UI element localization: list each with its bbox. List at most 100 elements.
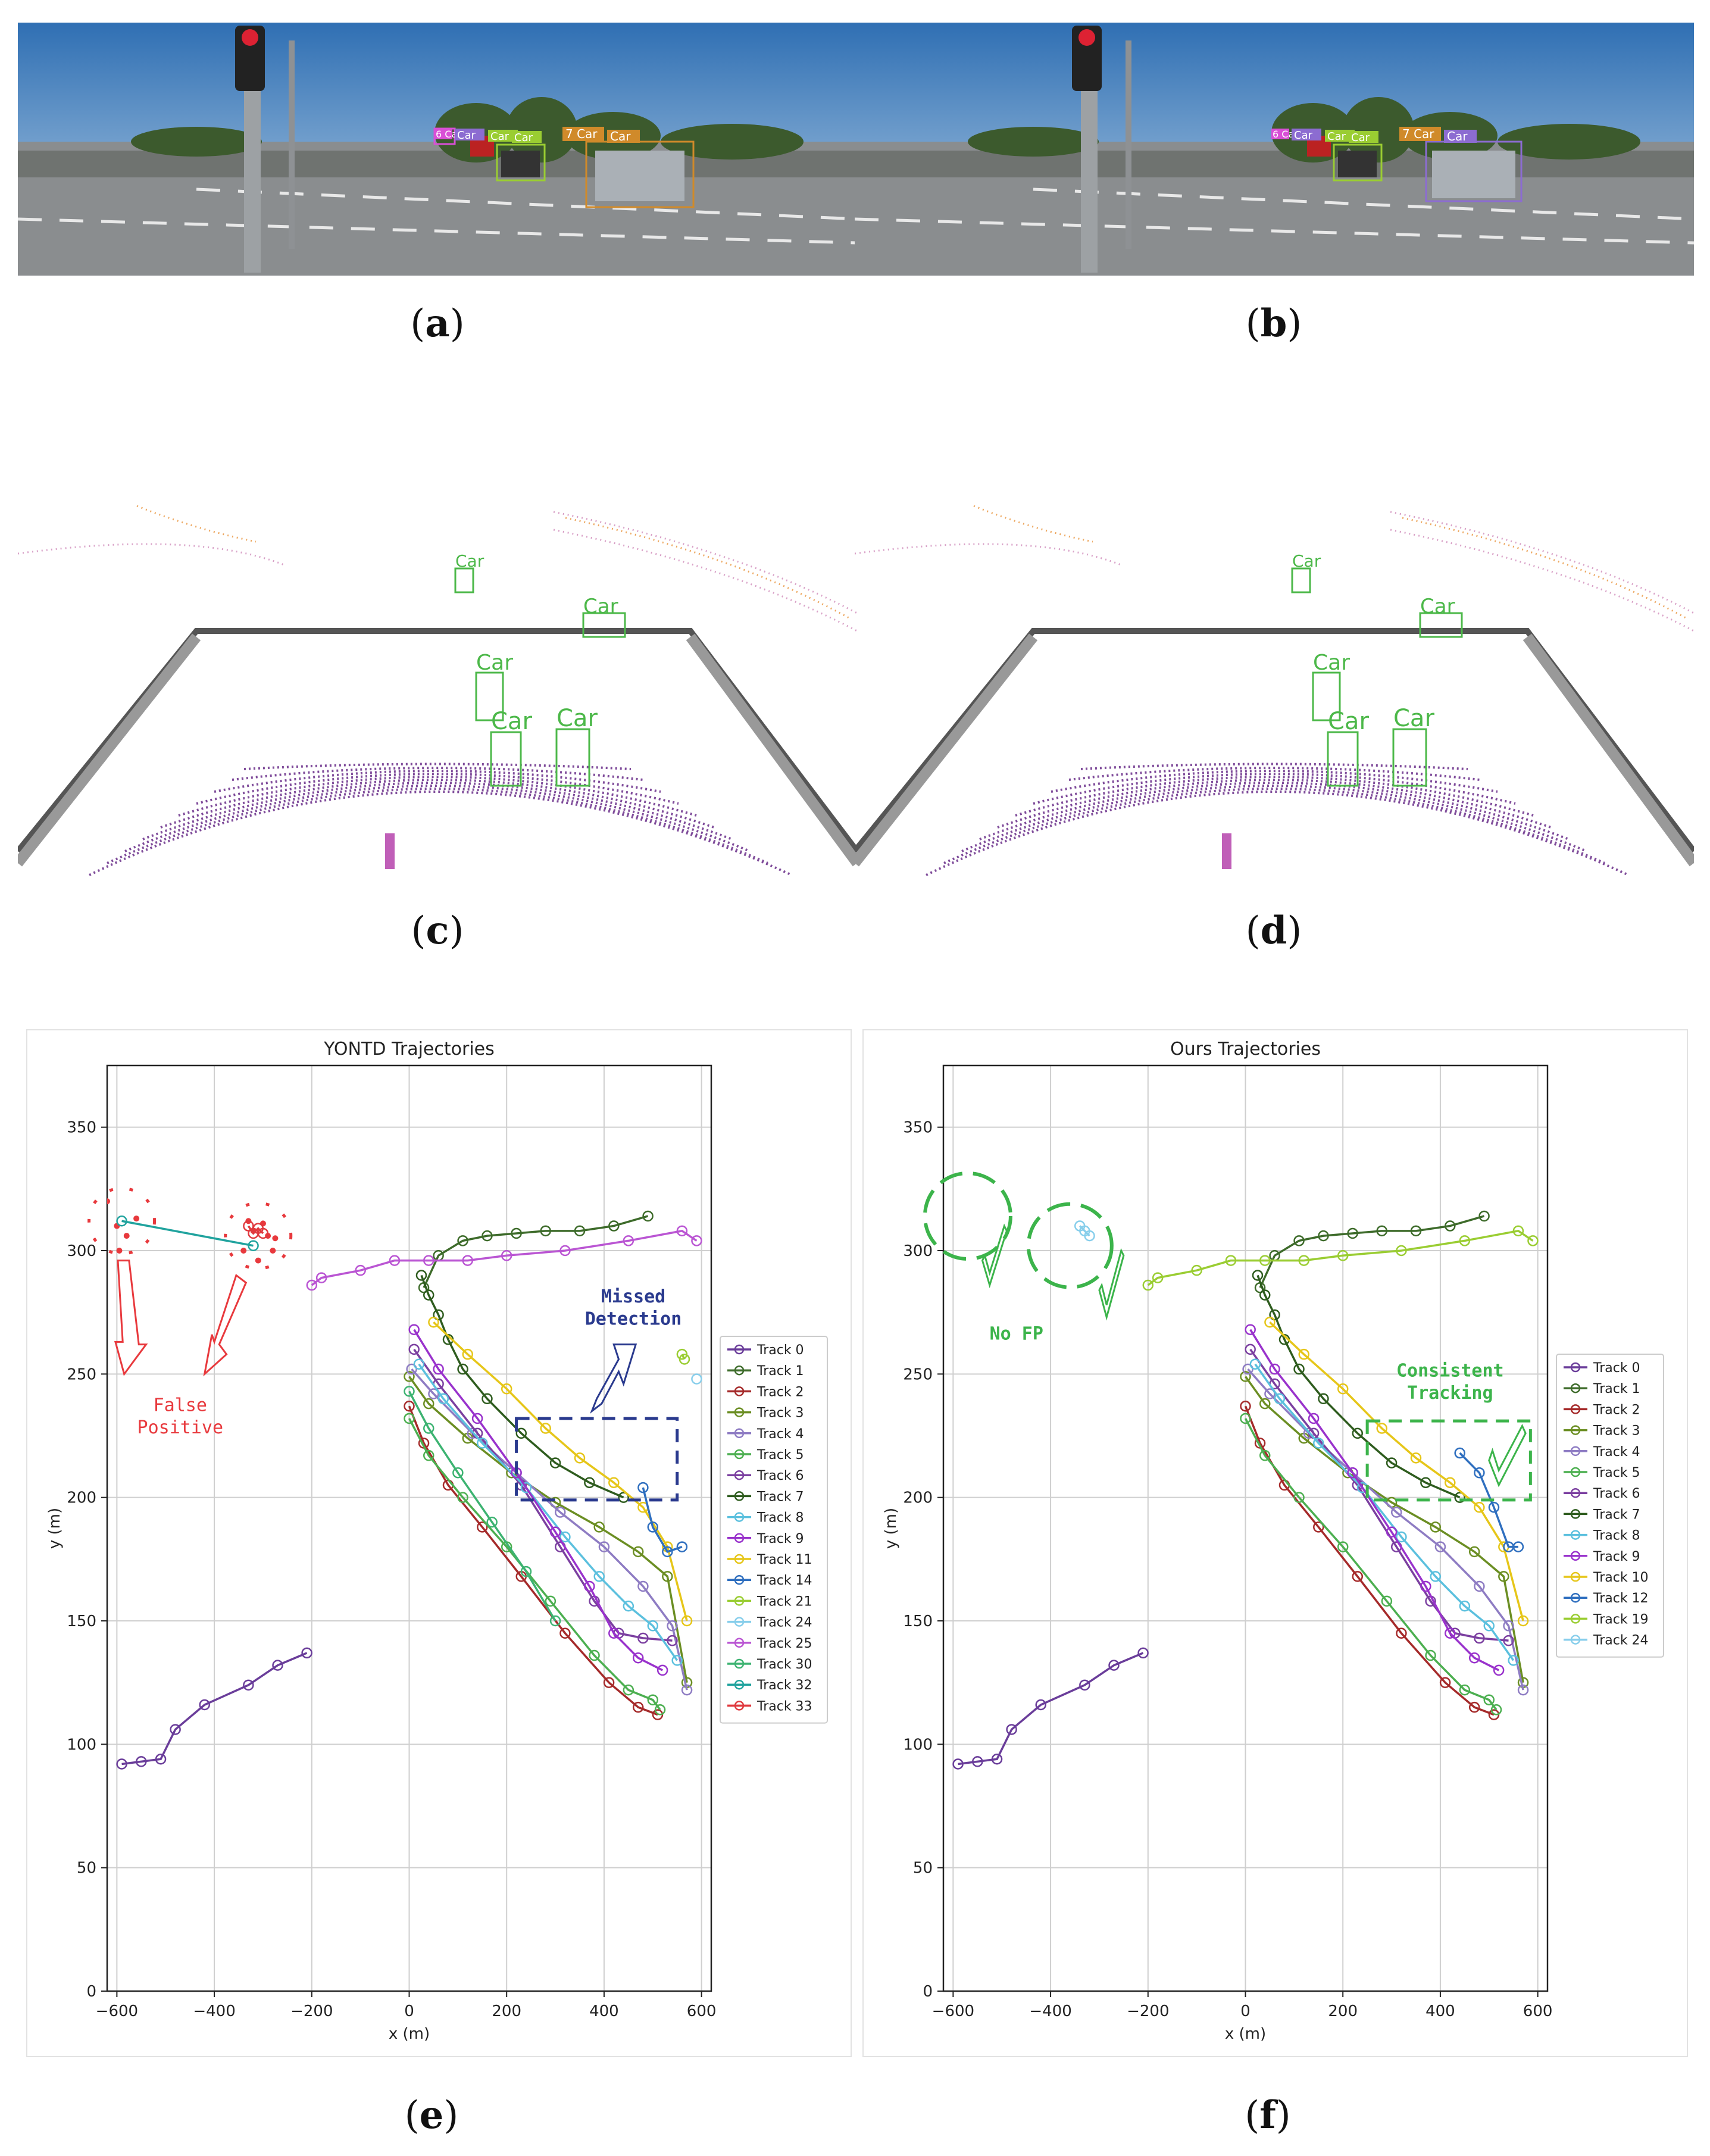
data-point (477, 1438, 488, 1449)
data-point (1459, 1684, 1471, 1696)
data-point (1445, 1220, 1456, 1232)
data-point (428, 1388, 439, 1399)
legend-label: Track 0 (1593, 1361, 1640, 1376)
data-point (1313, 1438, 1324, 1449)
annotation-text: Consistent (1396, 1360, 1504, 1381)
data-point (428, 1317, 439, 1328)
legend-marker (734, 1407, 745, 1417)
detection-boxes-a: 6 Car Car Car Car 7 Car Car (433, 127, 695, 208)
series-line (1245, 1376, 1524, 1683)
legend-marker (734, 1554, 745, 1564)
legend-marker (1570, 1467, 1581, 1477)
data-point (136, 1756, 147, 1767)
data-point (423, 1255, 434, 1266)
legend-label: Track 1 (756, 1364, 804, 1379)
legend-marker (734, 1386, 745, 1396)
data-point (155, 1753, 167, 1765)
data-point (1252, 1270, 1264, 1281)
legend-label: Track 30 (756, 1657, 812, 1672)
data-point (355, 1264, 366, 1276)
lidar-label: Car (1313, 651, 1350, 675)
plot-area (106, 1064, 712, 1992)
data-point (1242, 1363, 1253, 1375)
caption-a: (a) (410, 301, 465, 346)
data-point (477, 1521, 488, 1533)
data-point (1137, 1647, 1149, 1659)
legend-label: Track 24 (756, 1616, 812, 1630)
data-point (1410, 1225, 1422, 1237)
data-point (1249, 1358, 1261, 1370)
x-tick-label: −400 (1029, 2002, 1071, 2020)
data-point (1347, 1467, 1358, 1479)
data-point (676, 1541, 688, 1552)
data-point (618, 1492, 629, 1503)
fp-circle (87, 1186, 157, 1255)
lidar-label: Car (476, 651, 513, 675)
legend-marker (734, 1365, 745, 1376)
data-point (1468, 1701, 1480, 1713)
data-point (671, 1655, 683, 1666)
data-point (1517, 1684, 1529, 1696)
legend-label: Track 6 (756, 1468, 804, 1483)
data-point (248, 1240, 259, 1251)
data-point (1035, 1699, 1046, 1711)
data-point (1527, 1235, 1539, 1246)
box-label: Car (1294, 129, 1313, 142)
legend-label: Track 21 (756, 1594, 812, 1609)
data-point (952, 1758, 964, 1770)
data-point (1337, 1250, 1349, 1261)
series-line (1244, 1418, 1498, 1711)
data-point (501, 1250, 512, 1261)
data-point (1468, 1546, 1480, 1558)
data-point (404, 1413, 415, 1424)
data-point (1508, 1655, 1519, 1666)
legend-marker (1570, 1488, 1581, 1498)
y-tick-label: 150 (903, 1613, 933, 1630)
legend-label: Track 10 (1593, 1570, 1649, 1585)
x-tick-label: −200 (1127, 2002, 1169, 2020)
data-point (1430, 1571, 1441, 1582)
x-tick-label: 200 (1328, 2002, 1358, 2020)
legend-marker (734, 1679, 745, 1690)
data-point (515, 1427, 527, 1439)
data-point (433, 1363, 444, 1375)
false-positive-point (255, 1257, 261, 1264)
data-point (1474, 1502, 1485, 1513)
data-point (315, 1272, 327, 1283)
legend-label: Track 5 (756, 1448, 804, 1463)
annotation-text: No FP (990, 1323, 1043, 1344)
camera-image-b: 6 Car Car Car Car 7 Car Car (855, 23, 1694, 276)
data-point (1313, 1521, 1324, 1533)
data-point (520, 1566, 532, 1577)
data-point (1298, 1348, 1309, 1360)
y-tick-label: 300 (903, 1242, 933, 1260)
data-point (423, 1398, 434, 1410)
data-point (413, 1358, 425, 1370)
data-point (1503, 1620, 1514, 1632)
data-point (1259, 1289, 1271, 1301)
y-tick-label: 250 (903, 1366, 933, 1383)
series-line (1247, 1368, 1524, 1691)
legend-marker (1570, 1509, 1581, 1519)
data-point (415, 1270, 427, 1281)
y-axis-label: y (m) (46, 1508, 64, 1549)
data-point (1298, 1255, 1309, 1266)
data-point (116, 1215, 127, 1227)
check-icon (1488, 1424, 1527, 1488)
legend-label: Track 32 (756, 1678, 812, 1693)
data-point (608, 1627, 620, 1639)
data-point (116, 1758, 127, 1770)
fp-arrow (203, 1274, 248, 1377)
data-point (1474, 1580, 1485, 1592)
data-point (972, 1756, 983, 1767)
data-point (1269, 1309, 1280, 1321)
legend-label: Track 12 (1593, 1591, 1649, 1606)
data-point (452, 1467, 464, 1479)
data-point (1264, 1317, 1276, 1328)
data-point (1459, 1235, 1471, 1246)
data-layer (952, 1210, 1539, 1770)
legend-label: Track 8 (1593, 1529, 1640, 1543)
data-point (681, 1684, 693, 1696)
data-point (1396, 1245, 1407, 1257)
